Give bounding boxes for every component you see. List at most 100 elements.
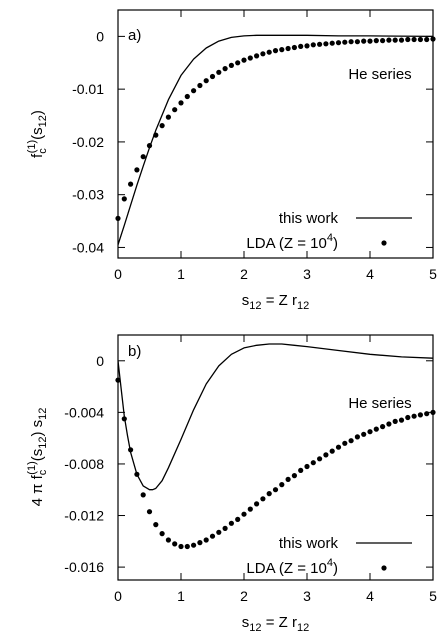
- x-tick-label: 5: [429, 588, 437, 604]
- lda-data-point: [209, 533, 216, 539]
- lda-data-point: [172, 541, 178, 547]
- y-axis-title: 4 π fc(1)(s12) s12: [26, 408, 49, 507]
- chart-panel-b: 0 1 2 3 4 5 0 -0.004 -0.008 -0.012 -0.016 s12 = Z r…: [26, 334, 437, 634]
- lda-data-point: [222, 66, 228, 72]
- chart-panel-a: 0 1 2 3 4 5 0 -0.01 -0.02 -0.03 -0.04 s12 = Z r12 fc…: [26, 9, 437, 312]
- lda-data-point: [235, 60, 241, 66]
- y-tick-label: -0.01: [72, 81, 104, 97]
- x-tick-label: 0: [114, 588, 122, 604]
- lda-data-point: [411, 413, 417, 419]
- legend-label-this-work: this work: [279, 210, 339, 227]
- legend-dot-swatch: [381, 565, 387, 571]
- y-tick-label: -0.012: [64, 508, 104, 524]
- lda-data-point: [216, 69, 222, 75]
- lda-data-point: [153, 522, 159, 528]
- y-tick-label: 0: [96, 353, 104, 369]
- lda-data-point: [146, 143, 153, 149]
- legend-label-lda: LDA (Z = 104): [246, 557, 338, 577]
- x-tick-label: 4: [366, 266, 374, 282]
- lda-data-point: [279, 47, 285, 53]
- lda-data-point: [430, 36, 436, 42]
- lda-data-point: [392, 418, 398, 424]
- lda-data-point: [165, 537, 171, 543]
- lda-data-point: [134, 167, 140, 173]
- lda-data-point: [411, 36, 417, 43]
- lda-data-point: [317, 41, 323, 47]
- lda-data-point: [254, 501, 260, 507]
- x-tick-label: 5: [429, 266, 437, 282]
- lda-data-point: [279, 482, 285, 488]
- series-line-this-work: [118, 343, 433, 491]
- lda-data-point: [380, 424, 386, 430]
- lda-data-point: [222, 525, 228, 532]
- lda-data-point: [373, 426, 379, 432]
- lda-data-point: [424, 36, 430, 43]
- series-annotation: He series: [348, 395, 411, 412]
- lda-data-point: [115, 377, 121, 383]
- y-tick-label: -0.016: [64, 559, 104, 575]
- x-tick-label: 2: [240, 266, 248, 282]
- lda-data-point: [361, 38, 367, 44]
- lda-data-point: [398, 37, 405, 43]
- lda-data-point: [260, 496, 266, 502]
- lda-data-point: [247, 506, 253, 512]
- lda-data-point: [291, 44, 297, 51]
- lda-data-point: [272, 48, 279, 54]
- lda-data-point: [361, 431, 367, 437]
- lda-data-point: [159, 531, 165, 537]
- lda-data-point: [235, 516, 241, 523]
- lda-data-point: [254, 53, 260, 59]
- lda-data-point: [291, 473, 297, 479]
- lda-data-point: [354, 39, 360, 45]
- lda-data-point: [380, 38, 386, 44]
- lda-data-point: [272, 487, 279, 493]
- series-annotation: He series: [348, 66, 411, 83]
- lda-data-point: [247, 55, 253, 61]
- lda-data-point: [310, 460, 316, 466]
- plot-frame: [117, 9, 434, 259]
- lda-data-point: [121, 416, 127, 422]
- lda-data-point: [203, 537, 209, 543]
- legend-dot-swatch: [381, 240, 387, 246]
- y-tick-label: -0.03: [72, 187, 104, 203]
- lda-data-point: [128, 181, 134, 187]
- x-tick-label: 4: [366, 588, 374, 604]
- y-tick-label: -0.02: [72, 134, 104, 150]
- lda-data-point: [342, 39, 348, 45]
- lda-data-point: [298, 467, 304, 473]
- lda-data-point: [266, 491, 272, 497]
- lda-data-point: [191, 542, 197, 548]
- lda-data-point: [354, 434, 360, 440]
- lda-data-point: [386, 421, 392, 427]
- lda-data-point: [203, 78, 209, 84]
- lda-data-point: [405, 414, 411, 421]
- lda-data-point: [260, 51, 266, 57]
- lda-data-point: [317, 456, 323, 462]
- y-axis-title: fc(1)(s12): [26, 110, 49, 158]
- x-tick-label: 3: [303, 588, 311, 604]
- lda-data-point: [241, 511, 247, 517]
- panel-label: a): [128, 27, 141, 44]
- lda-data-point: [310, 42, 316, 48]
- plot-frame: [117, 334, 434, 581]
- x-tick-label: 3: [303, 266, 311, 282]
- lda-data-point: [335, 40, 342, 46]
- lda-data-point: [348, 438, 354, 444]
- lda-data-point: [329, 40, 335, 46]
- lda-data-point: [140, 492, 146, 498]
- lda-data-point: [159, 123, 165, 129]
- x-axis-title: s12 = Z r12: [242, 292, 309, 312]
- lda-data-point: [367, 429, 373, 435]
- lda-data-point: [115, 215, 121, 221]
- lda-data-point: [191, 88, 197, 94]
- y-tick-label: -0.004: [64, 404, 104, 420]
- lda-data-point: [392, 37, 398, 43]
- lda-data-point: [304, 463, 310, 470]
- lda-data-point: [323, 452, 329, 458]
- lda-data-point: [386, 37, 392, 43]
- x-tick-label: 1: [177, 588, 185, 604]
- lda-data-point: [241, 57, 247, 63]
- lda-data-point: [342, 440, 348, 446]
- lda-data-point: [298, 43, 304, 50]
- lda-data-point: [209, 73, 216, 80]
